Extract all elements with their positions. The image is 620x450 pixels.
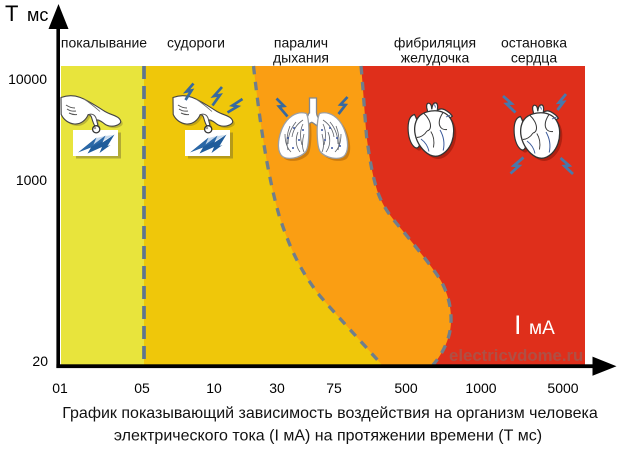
svg-text:I: I [514, 310, 522, 340]
svg-text:мс: мс [27, 5, 48, 25]
svg-text:01: 01 [52, 380, 68, 396]
svg-text:мА: мА [529, 318, 555, 339]
svg-text:судороги: судороги [167, 35, 225, 51]
svg-text:1000: 1000 [465, 380, 496, 396]
svg-text:30: 30 [269, 380, 285, 396]
svg-text:Т: Т [5, 1, 18, 26]
svg-text:10: 10 [206, 380, 222, 396]
svg-text:желудочка: желудочка [401, 50, 470, 66]
svg-text:паралич: паралич [274, 35, 328, 51]
svg-text:остановка: остановка [501, 35, 567, 51]
svg-text:20: 20 [32, 353, 48, 369]
svg-text:покалывание: покалывание [61, 35, 147, 51]
svg-text:500: 500 [394, 380, 418, 396]
svg-text:электрического тока (I мА) на: электрического тока (I мА) на протяжении… [114, 428, 542, 445]
svg-text:05: 05 [134, 380, 150, 396]
svg-text:фибриляция: фибриляция [394, 35, 476, 51]
svg-text:75: 75 [326, 380, 342, 396]
svg-text:сердца: сердца [511, 50, 557, 66]
svg-text:1000: 1000 [16, 172, 47, 188]
svg-text:График показывающий зависимост: График показывающий зависимость воздейст… [62, 405, 598, 422]
svg-text:дыхания: дыхания [273, 50, 329, 66]
svg-text:5000: 5000 [547, 380, 578, 396]
svg-text:10000: 10000 [8, 71, 47, 87]
svg-text:electricvdome.ru: electricvdome.ru [449, 346, 583, 365]
